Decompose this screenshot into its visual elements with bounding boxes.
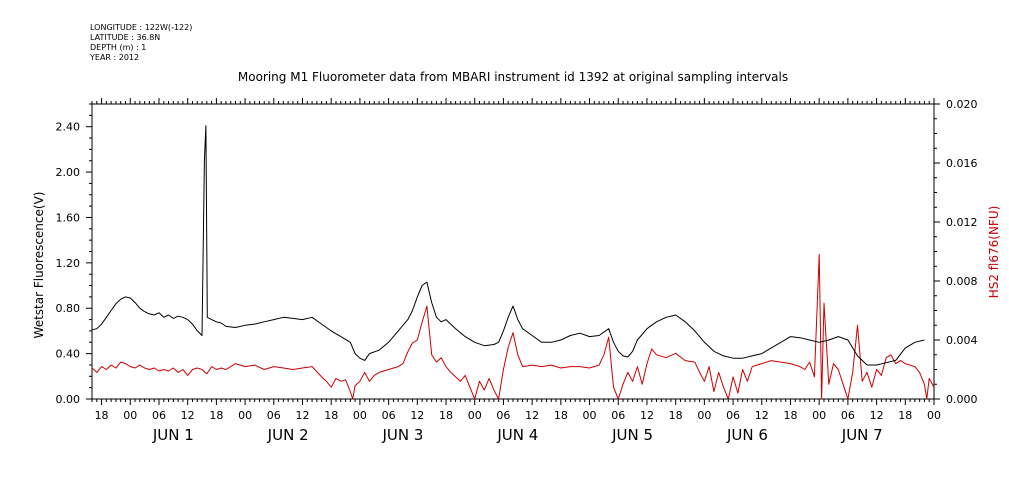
- x-hour-tick-label: 00: [238, 409, 252, 422]
- meta-depth: DEPTH (m) : 1: [90, 43, 146, 52]
- x-day-label: JUN 2: [267, 426, 309, 444]
- x-hour-tick-label: 06: [267, 409, 281, 422]
- series-lines: [91, 125, 935, 400]
- y-tick-label: 0.40: [56, 348, 81, 361]
- y-tick-label: 0.80: [56, 302, 81, 315]
- x-hour-tick-label: 18: [554, 409, 568, 422]
- y2-tick-label: 0.016: [946, 157, 978, 170]
- x-hour-tick-label: 00: [353, 409, 367, 422]
- y-tick-label: 2.40: [56, 121, 81, 134]
- x-hour-tick-label: 12: [181, 409, 195, 422]
- x-ticks: 18 00 06 12 18 00 06 12 18 00 06 12 18 00 06 12 18 00 06 12…: [91, 98, 941, 444]
- x-day-label: JUN 3: [381, 426, 423, 444]
- x-hour-tick-label: 06: [152, 409, 166, 422]
- x-hour-tick-label: 00: [468, 409, 482, 422]
- y2-tick-label: 0.008: [946, 275, 978, 288]
- y-tick-label: 1.20: [56, 257, 81, 270]
- y-tick-label: 0.00: [56, 393, 81, 406]
- plot-frame: [91, 103, 935, 400]
- x-day-label: JUN 7: [841, 426, 883, 444]
- y2-tick-label: 0.004: [946, 334, 978, 347]
- series-line-wetstar: [91, 125, 925, 366]
- x-hour-tick-label: 18: [783, 409, 797, 422]
- x-hour-tick-label: 18: [95, 409, 109, 422]
- x-day-label: JUN 6: [726, 426, 768, 444]
- y-tick-label: 1.60: [56, 211, 81, 224]
- x-hour-tick-label: 18: [898, 409, 912, 422]
- x-hour-tick-label: 00: [812, 409, 826, 422]
- x-hour-tick-label: 18: [324, 409, 338, 422]
- x-day-label: JUN 5: [611, 426, 653, 444]
- x-hour-tick-label: 12: [640, 409, 654, 422]
- x-hour-tick-label: 12: [870, 409, 884, 422]
- x-hour-tick-label: 12: [525, 409, 539, 422]
- x-hour-tick-label: 18: [669, 409, 683, 422]
- x-hour-tick-label: 06: [841, 409, 855, 422]
- x-hour-tick-label: 18: [209, 409, 223, 422]
- x-hour-tick-label: 00: [583, 409, 597, 422]
- x-hour-tick-label: 06: [382, 409, 396, 422]
- chart-title: Mooring M1 Fluorometer data from MBARI i…: [238, 70, 788, 84]
- y-ticks: 0.00 0.40 0.80 1.20 1.60 2.00 2.40 0.000 0.004 0.…: [56, 98, 978, 406]
- y2-tick-label: 0.020: [946, 98, 978, 111]
- x-hour-tick-label: 12: [755, 409, 769, 422]
- x-hour-tick-label: 00: [927, 409, 941, 422]
- x-hour-tick-label: 18: [439, 409, 453, 422]
- series-line-hs2: [91, 253, 935, 400]
- meta-longitude: LONGITUDE : 122W(-122): [90, 23, 192, 32]
- x-hour-tick-label: 00: [697, 409, 711, 422]
- y-axis-label: Wetstar Fluorescence(V): [32, 192, 46, 339]
- meta-block: LONGITUDE : 122W(-122) LATITUDE : 36.8N …: [89, 23, 192, 62]
- meta-latitude: LATITUDE : 36.8N: [90, 33, 160, 42]
- y-tick-label: 2.00: [56, 166, 81, 179]
- x-hour-tick-label: 00: [123, 409, 137, 422]
- y2-axis-label: HS2 fl676(NFU): [987, 206, 1001, 299]
- x-hour-tick-label: 06: [496, 409, 510, 422]
- x-hour-tick-label: 12: [410, 409, 424, 422]
- x-hour-tick-label: 06: [726, 409, 740, 422]
- x-day-label: JUN 1: [152, 426, 194, 444]
- x-day-label: JUN 4: [496, 426, 538, 444]
- meta-year: YEAR : 2012: [89, 53, 139, 62]
- x-hour-tick-label: 12: [296, 409, 310, 422]
- x-hour-tick-label: 06: [611, 409, 625, 422]
- y2-tick-label: 0.012: [946, 216, 978, 229]
- y2-tick-label: 0.000: [946, 393, 978, 406]
